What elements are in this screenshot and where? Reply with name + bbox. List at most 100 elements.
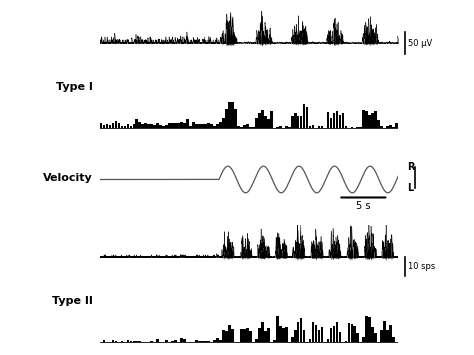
Bar [174, 340, 177, 342]
Bar [372, 327, 374, 342]
Bar [327, 112, 329, 128]
Bar [106, 125, 109, 128]
Bar [347, 323, 350, 342]
Bar [288, 127, 291, 128]
Bar [207, 341, 210, 342]
Bar [333, 326, 335, 342]
Bar [356, 333, 359, 342]
Bar [120, 126, 123, 128]
Bar [345, 126, 347, 128]
Bar [374, 111, 377, 128]
Bar [267, 119, 270, 128]
Bar [386, 330, 389, 342]
Bar [270, 111, 273, 128]
Bar [198, 125, 201, 128]
Bar [356, 127, 359, 128]
Bar [291, 116, 293, 128]
Bar [240, 329, 243, 342]
Bar [111, 340, 114, 342]
Bar [291, 337, 293, 342]
Bar [333, 113, 335, 128]
Bar [320, 126, 323, 128]
Bar [303, 104, 305, 128]
Bar [103, 340, 105, 342]
Bar [249, 127, 252, 128]
Bar [186, 119, 189, 128]
Bar [147, 125, 150, 128]
Bar [363, 110, 365, 128]
Bar [177, 122, 180, 128]
Bar [165, 125, 168, 128]
Bar [231, 329, 234, 342]
Bar [133, 341, 135, 342]
Bar [120, 341, 123, 342]
Bar [312, 125, 314, 128]
Bar [258, 113, 261, 128]
Bar [329, 118, 332, 128]
Bar [231, 102, 234, 128]
Bar [115, 121, 118, 128]
Bar [264, 331, 267, 342]
Bar [276, 127, 279, 128]
Bar [365, 111, 368, 128]
Bar [228, 325, 231, 342]
Bar [279, 326, 282, 342]
Bar [234, 109, 237, 128]
Bar [138, 121, 141, 128]
Text: Type I: Type I [55, 82, 92, 92]
Bar [138, 341, 141, 342]
Bar [111, 124, 114, 128]
Bar [195, 125, 198, 128]
Bar [213, 126, 216, 128]
Bar [222, 330, 225, 342]
Bar [129, 341, 132, 342]
Bar [318, 126, 320, 128]
Bar [389, 325, 392, 342]
Bar [118, 124, 120, 128]
Bar [225, 109, 228, 128]
Bar [171, 124, 174, 128]
Bar [156, 124, 159, 128]
Bar [133, 125, 135, 128]
Bar [252, 127, 255, 128]
Bar [342, 113, 344, 128]
Bar [279, 126, 282, 128]
Bar [285, 126, 288, 128]
Bar [285, 327, 288, 342]
Bar [219, 340, 222, 342]
Bar [195, 340, 198, 342]
Bar [103, 125, 105, 128]
Bar [124, 126, 126, 128]
Bar [297, 116, 300, 128]
Bar [395, 124, 398, 128]
Bar [243, 329, 246, 342]
Bar [201, 125, 204, 128]
Bar [336, 111, 338, 128]
Text: Velocity: Velocity [43, 173, 92, 182]
Bar [380, 126, 383, 128]
Bar [246, 125, 249, 128]
Bar [282, 328, 284, 342]
Bar [207, 124, 210, 128]
Bar [237, 126, 240, 128]
Bar [136, 341, 138, 342]
Bar [372, 113, 374, 128]
Text: R: R [407, 162, 415, 172]
Bar [294, 113, 297, 128]
Bar [201, 341, 204, 342]
Bar [350, 324, 353, 342]
Bar [350, 127, 353, 128]
Bar [320, 327, 323, 342]
Bar [216, 125, 219, 128]
Bar [300, 116, 302, 128]
Bar [359, 127, 362, 128]
Text: 5 s: 5 s [356, 201, 371, 211]
Bar [213, 340, 216, 342]
Bar [383, 321, 386, 342]
Bar [368, 317, 371, 342]
Bar [264, 116, 267, 128]
Bar [183, 339, 186, 342]
Bar [189, 126, 192, 128]
Bar [168, 124, 171, 128]
Bar [386, 126, 389, 128]
